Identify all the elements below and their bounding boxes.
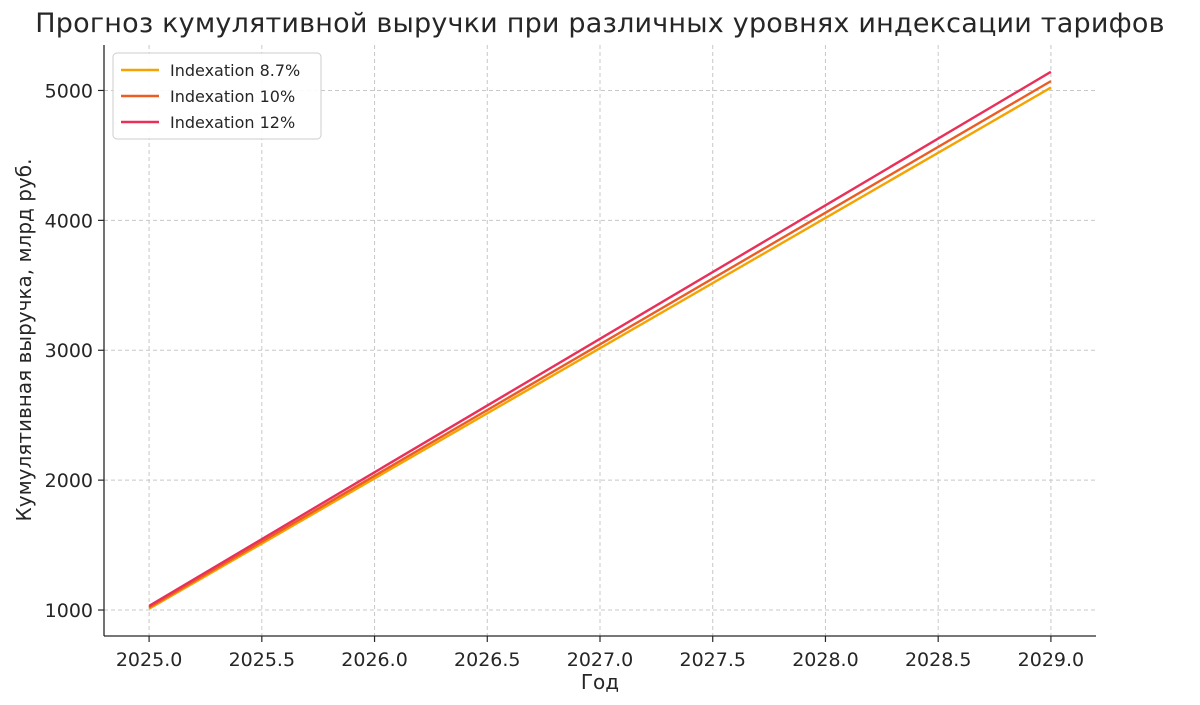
legend-label-2: Indexation 10% [170, 87, 295, 106]
legend-label-1: Indexation 8.7% [170, 61, 300, 80]
series-line-2 [148, 80, 1052, 609]
x-tick-label: 2028.0 [792, 649, 858, 671]
legend-box [112, 52, 322, 140]
x-axis-label: Год [581, 670, 619, 694]
x-ticks: 2025.0 2025.5 2026.0 2026.5 2027.0 2027.5 2028… [116, 636, 1084, 671]
y-tick-label: 2000 [45, 470, 93, 492]
x-tick-label: 2025.0 [116, 649, 182, 671]
series-lines [148, 70, 1052, 610]
x-tick-label: 2026.5 [454, 649, 520, 671]
y-tick-label: 3000 [45, 340, 93, 362]
y-tick-label: 4000 [45, 210, 93, 232]
chart-title: Прогноз кумулятивной выручки при различн… [35, 8, 1165, 39]
y-tick-label: 1000 [45, 600, 93, 622]
x-tick-label: 2029.0 [1018, 649, 1084, 671]
y-axis-label: Кумулятивная выручка, млрд руб. [12, 159, 36, 522]
series-line-3 [148, 70, 1052, 607]
x-tick-label: 2026.0 [341, 649, 407, 671]
legend-label-3: Indexation 12% [170, 113, 295, 132]
y-tick-label: 5000 [45, 80, 93, 102]
x-tick-label: 2027.5 [679, 649, 745, 671]
x-tick-label: 2028.5 [905, 649, 971, 671]
series-line-1 [148, 86, 1052, 610]
legend: Indexation 8.7% Indexation 10% Indexation … [112, 52, 322, 140]
y-ticks: 1000 2000 3000 4000 5000 [45, 80, 104, 622]
x-tick-label: 2027.0 [567, 649, 633, 671]
grid [104, 45, 1096, 636]
x-tick-label: 2025.5 [229, 649, 295, 671]
